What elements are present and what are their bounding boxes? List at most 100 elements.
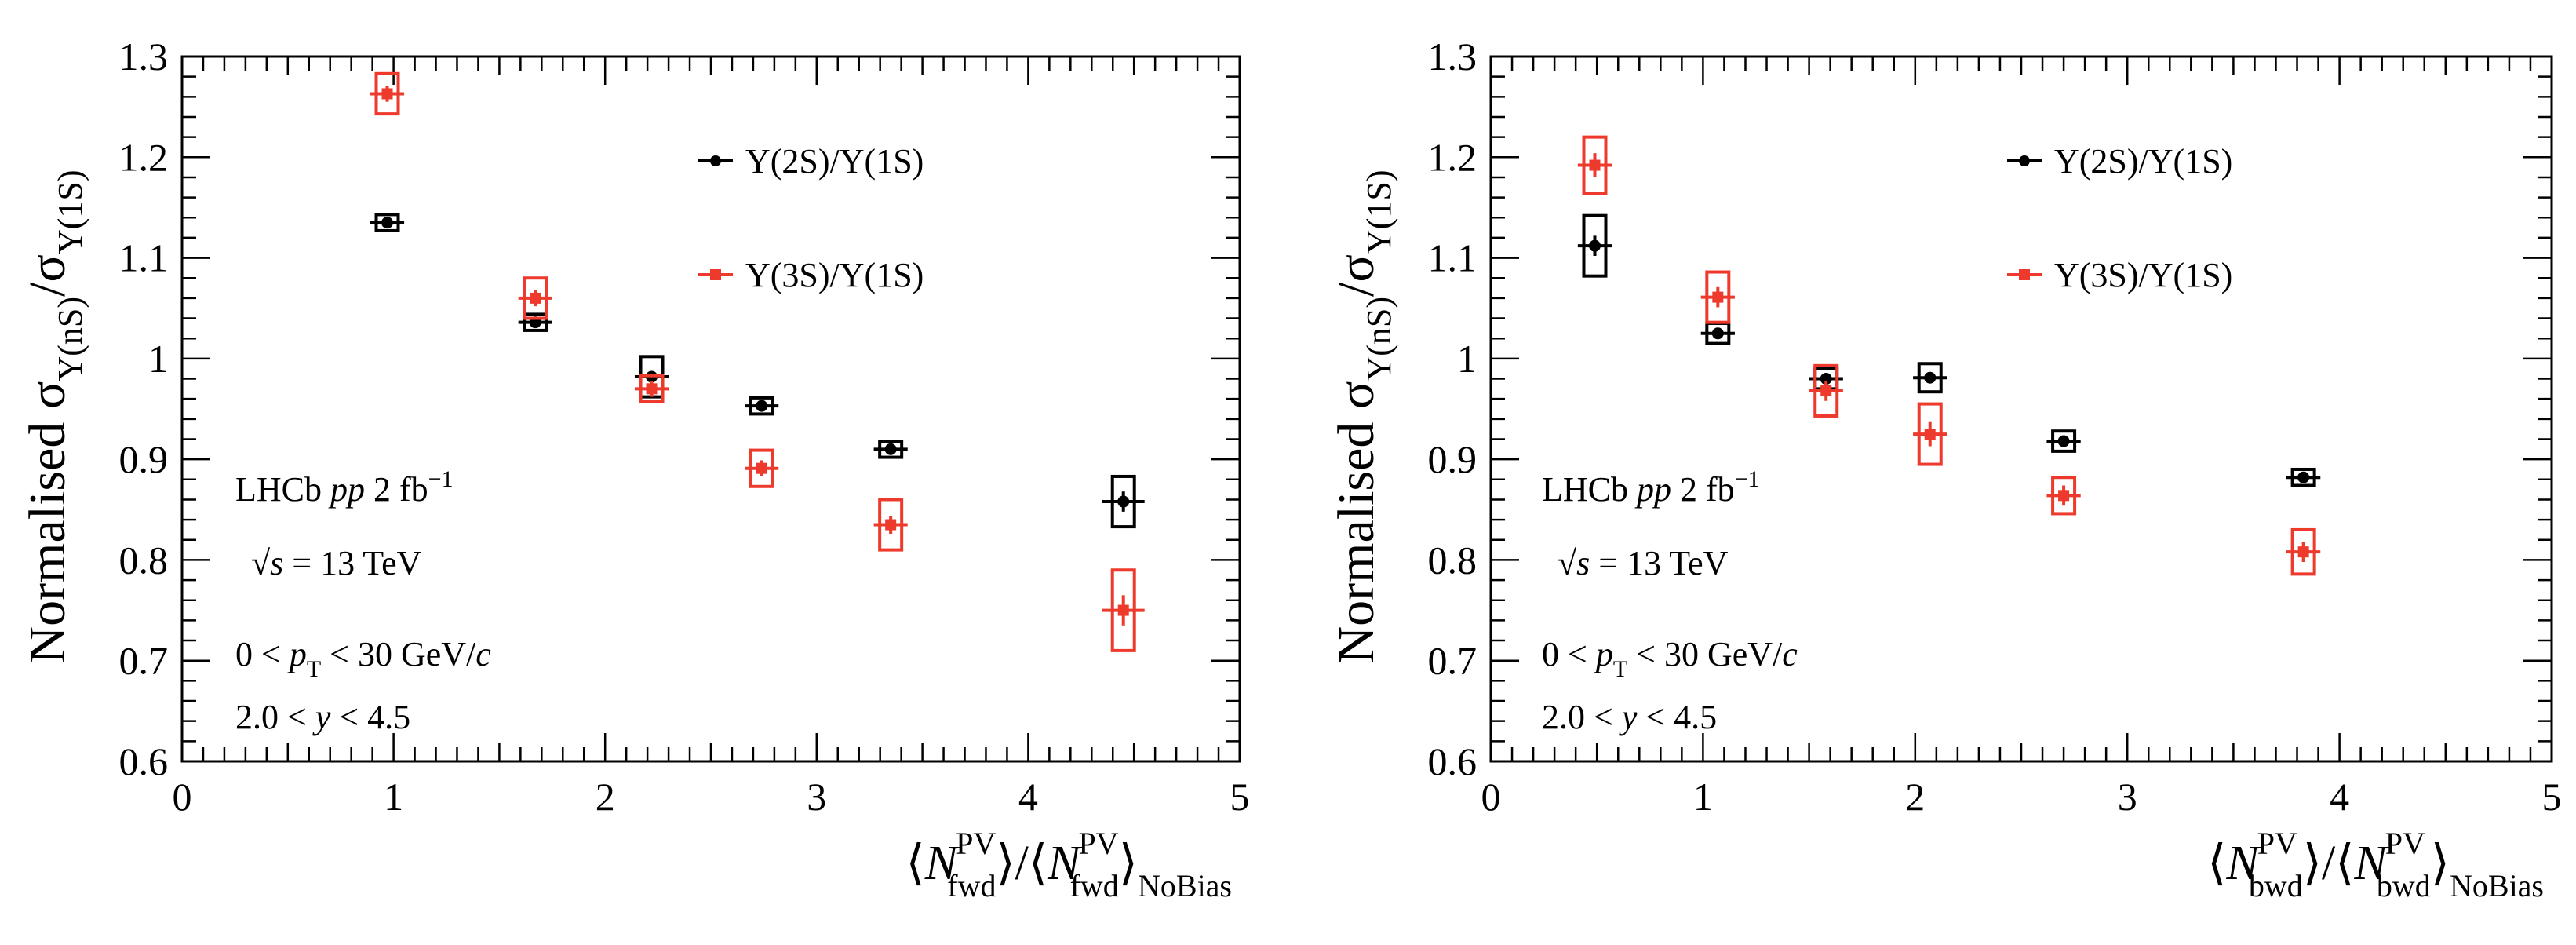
annotation-energy-value: = 13 TeV <box>1590 544 1728 582</box>
marker-square <box>381 88 393 100</box>
marker-square <box>1589 159 1601 171</box>
right-chart-panel: 0 1 2 3 4 5 0.6 0.7 0.8 0.9 1 1.1 1.2 1.3 Normalised σ… <box>1288 0 2576 941</box>
annotation-pt-pre: 0 < <box>235 635 290 673</box>
y-tick-label: 1 <box>1457 337 1477 381</box>
y-tick-label: 0.8 <box>119 538 169 582</box>
y-tick-label: 0.7 <box>1428 639 1477 683</box>
marker-square <box>1712 291 1724 303</box>
annotation-energy: √s = 13 TeV <box>251 544 422 582</box>
y-tick-label: 1.3 <box>1428 35 1477 78</box>
data-point <box>1913 362 1947 394</box>
x-tick-label: 2 <box>1905 775 1925 819</box>
data-point <box>1577 213 1612 278</box>
x-axis-label-sub: fwd <box>947 868 996 903</box>
annotation-lhcb: LHCb pp 2 fb−1 <box>235 466 454 509</box>
x-tick-label: 3 <box>2118 775 2137 819</box>
annotation-p: p <box>287 635 307 673</box>
y-tick-label: 1.2 <box>1428 135 1477 179</box>
data-point <box>1577 135 1612 195</box>
annotation-y-range: 2.0 < y < 4.5 <box>235 698 410 736</box>
x-tick-label: 2 <box>596 775 615 819</box>
annotation-lumi: 2 fb <box>1671 470 1735 509</box>
x-axis-label-tail: NoBias <box>1138 868 1232 903</box>
annotation-y: y <box>1619 698 1638 736</box>
data-point <box>2286 467 2321 487</box>
annotation-y-range: 2.0 < y < 4.5 <box>1542 698 1717 736</box>
y-tick-label: 0.9 <box>1428 437 1477 481</box>
annotation-energy-value: = 13 TeV <box>283 544 421 582</box>
x-axis-label-n2: N <box>2353 837 2389 890</box>
x-tick-label: 4 <box>2330 775 2349 819</box>
x-axis-label-sup: PV <box>956 826 996 861</box>
annotation-y-post: < 4.5 <box>1637 698 1717 736</box>
annotation-pt-range: 0 < pT < 30 GeV/c <box>235 635 491 682</box>
data-point <box>2046 429 2081 453</box>
x-axis-label-close: ⟩ <box>2431 837 2450 890</box>
marker-square <box>885 519 897 531</box>
marker-circle <box>1924 371 1937 384</box>
x-axis-label-bracket: ⟨ <box>906 837 925 890</box>
marker-circle <box>1588 239 1601 252</box>
x-axis-label-n2: N <box>1047 837 1083 890</box>
marker-circle <box>1820 373 1832 385</box>
annotation-c: c <box>1782 635 1798 673</box>
annotation-pp: pp <box>328 470 365 509</box>
legend-label: Υ(3S)/Υ(1S) <box>745 256 924 294</box>
data-point <box>873 498 908 552</box>
x-axis-label-bracket: ⟨ <box>2207 837 2226 890</box>
legend-marker <box>2019 155 2030 166</box>
x-axis-label-n: N <box>2225 837 2261 890</box>
y-tick-label: 1.3 <box>119 35 169 78</box>
annotation-y-pre: 2.0 < <box>235 698 315 736</box>
data-point <box>1102 474 1145 529</box>
y-axis-label-sub1: Υ(nS) <box>1360 297 1398 381</box>
y-axis-label-sub2: Υ(1S) <box>1360 170 1398 254</box>
annotation-y-pre: 2.0 < <box>1542 698 1622 736</box>
legend-label: Υ(2S)/Υ(1S) <box>2054 142 2232 181</box>
data-point <box>1102 568 1145 652</box>
data-point <box>1809 363 1843 418</box>
data-point <box>745 396 779 416</box>
data-point <box>370 71 405 116</box>
annotation-sqrt: √ <box>1558 544 1577 582</box>
chart-backward-multiplicity: 0 1 2 3 4 5 0.6 0.7 0.8 0.9 1 1.1 1.2 1.3 Normalised σ… <box>1328 35 2562 903</box>
marker-circle <box>1711 327 1724 340</box>
left-chart-panel: 0 1 2 3 4 5 0.6 0.7 0.8 0.9 1 1.1 1.2 1.3 Normalised σ… <box>0 0 1288 941</box>
x-axis-label: ⟨NPV bwd⟩/⟨NPV bwd⟩NoBias <box>2207 826 2544 903</box>
annotation-T: T <box>307 656 321 682</box>
x-tick-label: 5 <box>1230 775 1250 819</box>
x-tick-label: 1 <box>384 775 403 819</box>
annotation-pt-post: < 30 GeV/ <box>1627 635 1783 673</box>
marker-circle <box>884 443 897 455</box>
data-point <box>2286 527 2321 576</box>
y-tick-label: 0.9 <box>119 437 169 481</box>
marker-square <box>1820 385 1832 396</box>
annotation-sqrt: √ <box>251 544 271 582</box>
x-axis-label-tail: NoBias <box>2450 868 2544 903</box>
legend-marker <box>710 155 721 166</box>
annotation-c: c <box>475 635 491 673</box>
data-point <box>1913 402 1947 466</box>
y-axis-label-main: Normalised σ <box>19 381 76 664</box>
annotation-pt-range: 0 < pT < 30 GeV/c <box>1542 635 1798 682</box>
y-tick-label: 1.2 <box>119 135 169 179</box>
annotation-lumi-sup: −1 <box>1735 466 1760 492</box>
annotation-pp: pp <box>1634 470 1671 509</box>
annotation-s: s <box>270 544 283 582</box>
x-axis-label-mid: ⟩/⟨ <box>2303 837 2355 890</box>
y-tick-label: 0.6 <box>119 739 169 783</box>
annotation-lumi-sup: −1 <box>428 466 454 492</box>
data-point <box>1700 270 1735 324</box>
data-point <box>873 440 908 459</box>
marker-circle <box>2057 435 2070 447</box>
x-axis-label-sup2: PV <box>2385 826 2425 861</box>
x-tick-label: 1 <box>1693 775 1713 819</box>
x-axis-label-sub2: bwd <box>2377 868 2431 903</box>
marker-circle <box>1117 495 1130 508</box>
x-axis-label: ⟨NPV fwd⟩/⟨NPV fwd⟩NoBias <box>906 826 1232 903</box>
x-axis-label-n: N <box>924 837 960 890</box>
marker-square <box>2297 546 2309 558</box>
y-tick-label: 0.7 <box>119 639 169 683</box>
legend-label: Υ(2S)/Υ(1S) <box>745 142 924 181</box>
annotation-pt-post: < 30 GeV/ <box>321 635 476 673</box>
